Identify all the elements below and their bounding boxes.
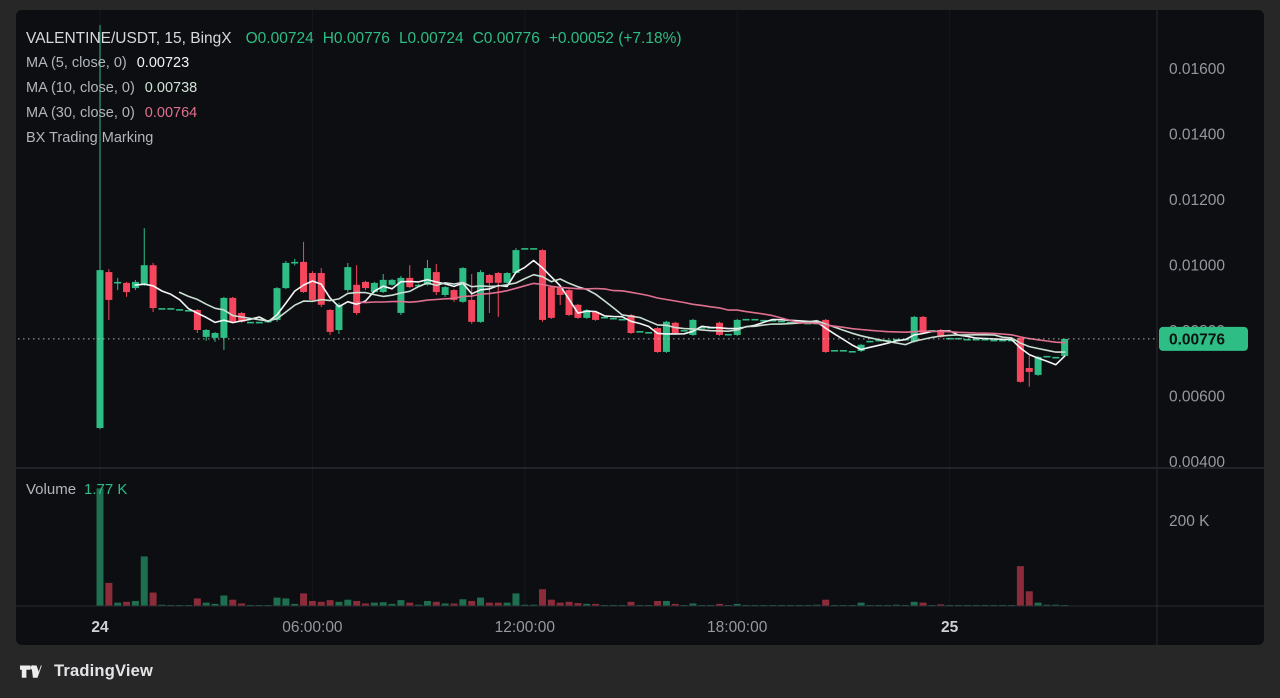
- indicator-row-ma30[interactable]: MA (30, close, 0) 0.00764: [26, 105, 691, 130]
- ohlc-change: +0.00052 (+7.18%): [548, 30, 682, 47]
- bx-trading-marking-label: BX Trading Marking: [26, 130, 154, 146]
- ma5-label: MA (5, close, 0): [26, 55, 127, 71]
- svg-text:0.01200: 0.01200: [1169, 192, 1225, 209]
- indicator-row-ma10[interactable]: MA (10, close, 0) 0.00738: [26, 80, 691, 105]
- svg-text:24: 24: [91, 619, 109, 636]
- ma30-value: 0.00764: [144, 105, 198, 121]
- chart-canvas[interactable]: 0.016000.014000.012000.010000.008000.006…: [16, 10, 1264, 645]
- ma30-label: MA (30, close, 0): [26, 105, 135, 121]
- ohlc-high: H0.00776: [322, 30, 390, 47]
- tradingview-logo-icon[interactable]: [20, 662, 45, 681]
- symbol-title: VALENTINE/USDT, 15, BingX: [26, 30, 232, 47]
- svg-text:0.00776: 0.00776: [1169, 331, 1225, 348]
- price-axis[interactable]: 0.016000.014000.012000.010000.008000.006…: [1169, 61, 1225, 530]
- svg-text:06:00:00: 06:00:00: [282, 619, 343, 636]
- volume-label: Volume: [26, 481, 77, 498]
- footer: TradingView: [20, 658, 153, 684]
- indicator-row-ma5[interactable]: MA (5, close, 0) 0.00723: [26, 55, 691, 80]
- volume-value: 1.77 K: [84, 481, 128, 498]
- svg-text:25: 25: [941, 619, 959, 636]
- ohlc-close: C0.00776: [472, 30, 540, 47]
- last-price-badge[interactable]: 0.00776: [1159, 326, 1248, 351]
- svg-text:0.00400: 0.00400: [1169, 454, 1225, 471]
- indicator-row-bx-trading-marking[interactable]: BX Trading Marking: [26, 130, 691, 155]
- svg-text:200 K: 200 K: [1169, 513, 1210, 530]
- ma-line-30: [355, 282, 1066, 344]
- svg-text:12:00:00: 12:00:00: [495, 619, 556, 636]
- chart-panel: 0.016000.014000.012000.010000.008000.006…: [16, 10, 1264, 645]
- tradingview-brand-text[interactable]: TradingView: [54, 661, 154, 680]
- volume-legend[interactable]: Volume 1.77 K: [26, 481, 127, 498]
- ma10-value: 0.00738: [144, 80, 198, 96]
- svg-text:0.00600: 0.00600: [1169, 389, 1225, 406]
- svg-text:0.01600: 0.01600: [1169, 61, 1225, 78]
- ma10-label: MA (10, close, 0): [26, 80, 135, 96]
- chart-legend: VALENTINE/USDT, 15, BingX O0.00724 H0.00…: [26, 30, 691, 155]
- svg-text:18:00:00: 18:00:00: [707, 619, 768, 636]
- ohlc-low: L0.00724: [398, 30, 464, 47]
- ma-line-10: [178, 273, 1066, 353]
- time-axis[interactable]: 24 06:00:00 12:00:00 18:00:00 25: [91, 619, 958, 636]
- svg-text:0.01400: 0.01400: [1169, 127, 1225, 144]
- svg-text:0.01000: 0.01000: [1169, 258, 1225, 275]
- ohlc-open: O0.00724: [245, 30, 314, 47]
- ma-line-5: [134, 259, 1066, 366]
- volume-bars: [96, 488, 1069, 606]
- symbol-row[interactable]: VALENTINE/USDT, 15, BingX O0.00724 H0.00…: [26, 30, 691, 55]
- ma5-value: 0.00723: [136, 55, 190, 71]
